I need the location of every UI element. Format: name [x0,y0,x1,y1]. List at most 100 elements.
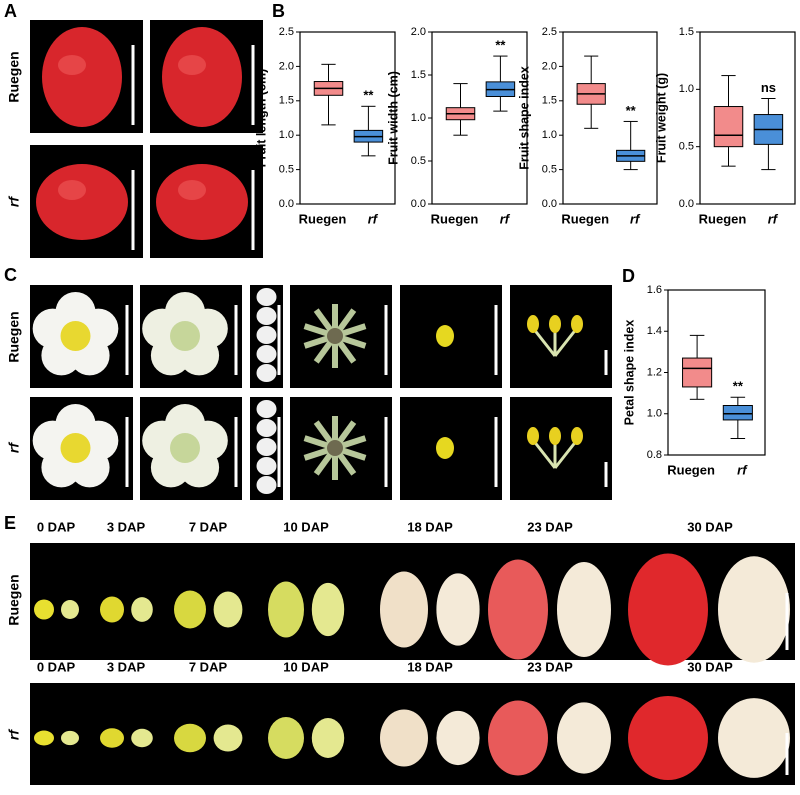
fruit-section [436,710,480,766]
fruit-section [718,698,790,778]
stage-label: 0 DAP [37,659,76,674]
category-label: rf [768,211,779,226]
y-tick-label: 1.4 [647,325,662,337]
fruit [488,700,548,776]
fruit [156,164,248,240]
category-label: rf [737,462,748,477]
anther [527,315,539,333]
significance: ns [761,80,776,95]
anther [571,427,583,445]
fruit [380,709,428,767]
y-tick-label: 2.0 [279,60,294,72]
stage-label: 23 DAP [527,659,573,674]
fruit-section [61,600,79,619]
fruit-highlight [178,55,206,75]
flower-center [60,433,91,463]
panel-label: D [622,266,635,286]
fruit-section [213,591,243,628]
row-label: rf [6,729,22,740]
category-label: Ruegen [699,211,747,226]
y-tick-label: 2.0 [411,26,426,38]
y-tick-label: 1.5 [542,95,557,107]
category-label: Ruegen [561,211,609,226]
plot-frame [667,289,766,456]
y-tick-label: 0.0 [679,198,694,210]
row-label: rf [6,196,22,207]
y-tick-label: 1.5 [411,69,426,81]
plot-frame [431,31,528,205]
fruit-section [131,728,153,748]
panel-label: E [4,513,16,533]
category-label: rf [368,211,379,226]
pistil [436,437,454,459]
y-tick-label: 1.5 [679,26,694,38]
fruit [100,728,124,748]
category-label: Ruegen [667,462,715,477]
y-axis-title: Petal shape index [622,320,636,426]
fruit-section [718,556,790,663]
stage-label: 18 DAP [407,659,453,674]
receptacle [327,440,343,456]
fruit [268,581,304,638]
fruit [380,571,428,648]
panel-label: C [4,265,17,285]
flower-center [60,321,91,351]
fruit-section [436,573,480,646]
box [722,405,753,421]
significance: ** [363,88,374,103]
fruit-highlight [178,180,206,200]
row-label: Ruegen [6,51,22,102]
petal [256,288,277,306]
petal [256,345,277,363]
receptacle [327,328,343,344]
fruit-section [61,730,79,746]
category-label: rf [500,211,511,226]
filament [531,327,557,357]
significance: ** [733,379,744,394]
fruit-section [311,582,345,637]
anther [527,427,539,445]
stage-label: 7 DAP [189,659,228,674]
row-label: Ruegen [6,311,22,362]
fruit-highlight [58,55,86,75]
fruit-section [557,702,611,774]
fruit [42,27,122,127]
fruit [628,553,708,666]
row-label: Ruegen [6,574,22,625]
y-axis-title: Fruit weight (g) [654,73,668,163]
petal [256,438,277,456]
fruit-section [311,718,345,758]
stage-label: 18 DAP [407,519,453,534]
box [682,357,713,388]
flower-center [170,321,200,351]
fruit [268,717,304,759]
row-label: rf [6,442,22,453]
petal [256,419,277,437]
filament [553,327,579,357]
y-tick-label: 0.0 [542,198,557,210]
fruit [34,730,54,746]
y-tick-label: 1.5 [279,95,294,107]
y-tick-label: 0.5 [279,164,294,176]
pistil [436,325,454,347]
y-tick-label: 0.0 [279,198,294,210]
y-axis-title: Fruit length (cm) [254,69,268,168]
y-tick-label: 1.0 [647,408,662,420]
y-tick-label: 0.5 [679,141,694,153]
petal [256,476,277,494]
plot-frame [699,31,796,205]
photo [510,285,612,388]
fruit [174,590,206,629]
photo [510,397,612,500]
petal [256,364,277,382]
fruit [36,164,128,240]
stage-label: 7 DAP [189,519,228,534]
y-tick-label: 0.8 [647,449,662,461]
y-tick-label: 0.5 [542,164,557,176]
fruit [34,599,54,620]
stage-label: 3 DAP [107,519,146,534]
fruit-section [557,562,611,657]
fruit [100,596,124,623]
fruit [174,723,206,753]
y-tick-label: 2.5 [542,26,557,38]
